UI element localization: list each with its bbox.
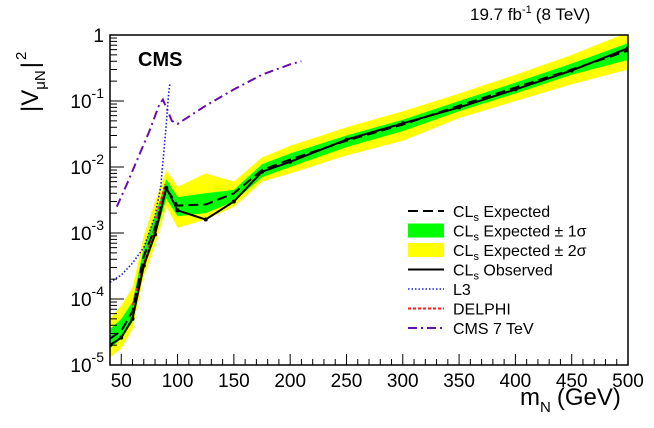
y-tick-label: 1 [93,26,104,47]
observed-point [130,316,135,321]
lumi-energy: (8 TeV) [536,5,591,24]
x-axis-title: mN (GeV) [520,384,621,416]
x-tick-label: 350 [443,371,475,392]
legend-label-delphi: DELPHI [453,302,511,319]
x-axis-title-sub: N [540,399,551,416]
observed-point [203,217,208,222]
x-tick-label: 400 [500,371,532,392]
observed-point [513,87,518,92]
y-tick-label: 10-3 [70,217,104,245]
x-tick-label: 250 [331,371,363,392]
legend-label-expected: CLs Expected [453,204,550,224]
observed-point [457,105,462,110]
x-tick-label: 100 [162,371,194,392]
lumi-value: 19.7 fb [470,5,522,24]
x-axis-title-unit: (GeV) [557,384,621,411]
x-tick-label: 50 [111,371,132,392]
x-tick-label: 450 [556,371,588,392]
y-axis-title-close: | [17,62,44,68]
lumi-superscript: -1 [522,4,532,16]
x-tick-label: 500 [612,371,644,392]
legend-label-l3: L3 [453,282,471,299]
observed-point [288,159,293,164]
x-tick-label: 150 [218,371,250,392]
legend-swatch-band1 [408,223,444,238]
observed-point [164,186,169,191]
y-axis-title-sub: μN [32,70,49,89]
y-tick-label: 10-1 [70,85,104,113]
observed-point [153,232,158,237]
legend-label-band2: CLs Expected ± 2σ [453,243,587,263]
cms-7tev-line [115,60,302,208]
expected-1sigma-band [110,43,628,349]
observed-point [344,137,349,142]
legend-swatch-band2 [408,243,444,257]
y-tick-label: 10-4 [70,283,104,311]
x-tick-label: 300 [387,371,419,392]
band-layer [110,35,628,358]
y-axis-title: |VμN | 2 [13,52,49,112]
observed-point [260,169,265,174]
observed-point [175,208,180,213]
y-tick-label: 10-5 [70,349,104,377]
cms-label: CMS [138,49,182,71]
legend-label-observed: CLs Observed [453,263,553,283]
observed-point [141,263,146,268]
legend-label-cms7: CMS 7 TeV [453,321,534,338]
observed-point [119,335,124,340]
y-axis-title-main: |V [17,90,44,112]
x-axis-title-main: m [520,384,540,411]
y-tick-label: 10-2 [70,151,104,179]
marker-layer [110,46,628,348]
x-tick-label: 200 [274,371,306,392]
observed-point [400,121,405,126]
y-axis-title-power: 2 [13,52,30,60]
observed-point [231,199,236,204]
observed-point [569,68,574,73]
l3-line [110,84,171,283]
legend-label-band1: CLs Expected ± 1σ [453,224,587,244]
expected-line [110,49,628,340]
tick-layer: 50 100 150 200 250 300 350 400 450 500 10-5 10-4 10-… [70,26,643,392]
lumi-label: 19.7 fb-1 (8 TeV) [470,4,590,24]
